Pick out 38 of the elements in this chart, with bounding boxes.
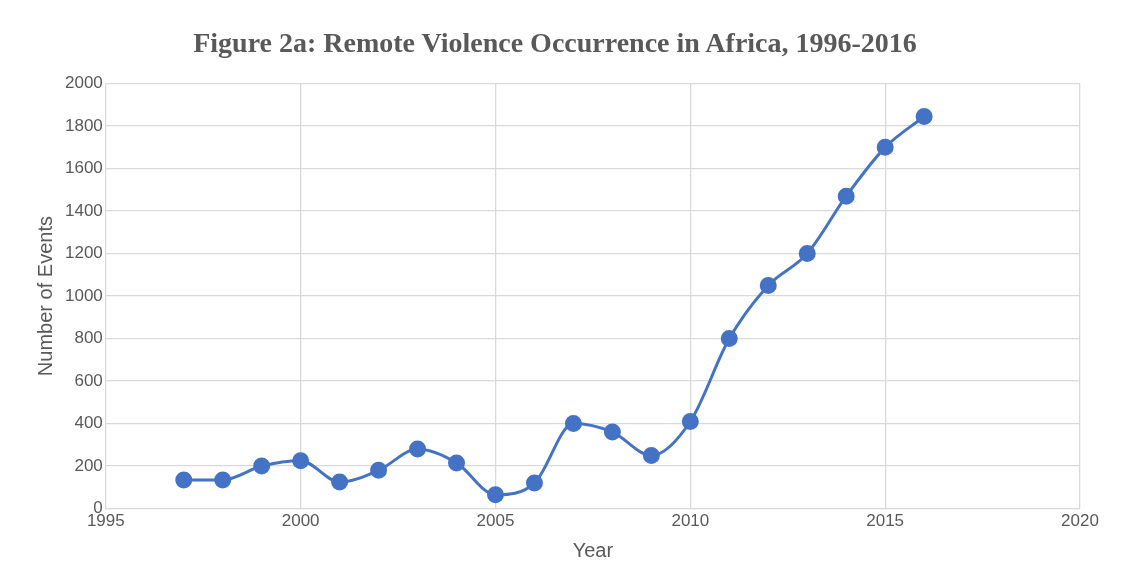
point (798, 245, 816, 263)
point (837, 187, 855, 205)
chart-title: Figure 2a: Remote Violence Occurrence in Africa, 1996-2016 (193, 27, 917, 59)
x-axis-title: Year (572, 538, 614, 561)
point (720, 330, 738, 348)
point (370, 461, 388, 479)
x-tick-label: 2010 (671, 511, 710, 531)
point (486, 486, 504, 504)
x-tick-label: 2015 (866, 511, 905, 531)
x-tick-label: 2005 (476, 511, 515, 531)
point (409, 440, 427, 458)
point (214, 471, 232, 489)
point (175, 471, 193, 489)
y-tick-label: 1200 (64, 243, 103, 263)
y-tick-label: 200 (74, 455, 103, 475)
point (876, 138, 894, 156)
point (292, 452, 310, 470)
y-tick-label: 1600 (64, 158, 103, 178)
point (448, 454, 466, 472)
y-tick-label: 1400 (64, 200, 103, 220)
y-tick-label: 600 (74, 370, 103, 390)
point (759, 276, 777, 294)
y-tick-label: 800 (74, 328, 103, 348)
y-tick-label: 2000 (64, 73, 103, 93)
point (681, 412, 699, 430)
x-tick-label: 2000 (281, 511, 320, 531)
point (564, 415, 582, 433)
y-tick-label: 1000 (64, 285, 103, 305)
point (915, 108, 933, 126)
y-axis-title: Number of Events (33, 216, 56, 377)
point (642, 446, 660, 464)
point (253, 457, 271, 475)
x-tick-label: 2020 (1061, 511, 1099, 531)
point (331, 473, 349, 491)
y-tick-label: 400 (74, 413, 103, 433)
y-tick-label: 1800 (64, 115, 103, 135)
point (603, 423, 621, 441)
point (525, 474, 543, 492)
